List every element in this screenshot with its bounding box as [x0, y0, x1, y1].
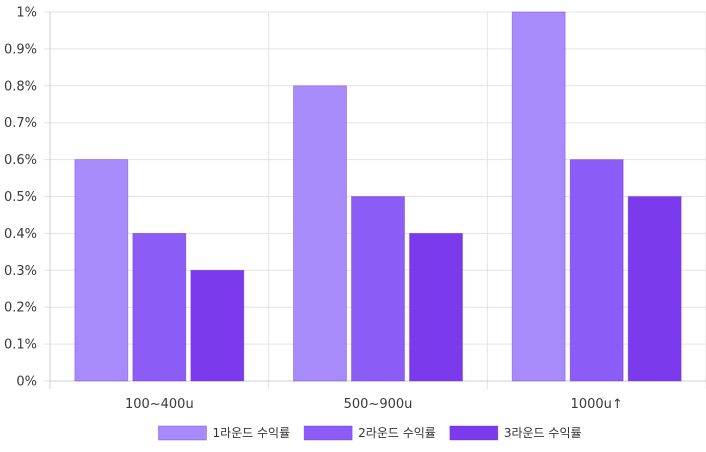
y-tick-label: 0.4% — [4, 227, 37, 242]
legend-label: 1라운드 수익률 — [212, 426, 290, 440]
bar — [569, 159, 624, 382]
bar — [74, 159, 129, 382]
bar — [293, 85, 347, 382]
y-axis: 0% 0.1% 0.2% 0.3% 0.4% 0.5% 0.6% 0.7% 0.8% 0.9% 1% — [4, 6, 37, 390]
bar — [132, 232, 187, 382]
bar — [190, 269, 245, 382]
bar — [409, 232, 463, 382]
legend-label: 3라운드 수익률 — [504, 426, 582, 440]
y-tick-label: 0.1% — [4, 338, 37, 353]
y-tick-label: 0.7% — [4, 116, 37, 131]
y-tick-label: 0.2% — [4, 301, 37, 316]
legend-swatch[interactable] — [303, 425, 353, 441]
x-tick-label: 1000u↑ — [571, 397, 623, 412]
legend: 1라운드 수익률 2라운드 수익률 3라운드 수익률 — [158, 425, 582, 441]
y-tick-label: 0.6% — [4, 153, 37, 168]
x-tick-label: 500~900u — [344, 397, 413, 412]
bar — [351, 196, 405, 382]
bar — [511, 11, 566, 382]
legend-swatch[interactable] — [449, 425, 499, 441]
y-tick-label: 0.9% — [4, 42, 37, 57]
legend-swatch[interactable] — [158, 425, 207, 441]
bar — [627, 196, 682, 382]
y-tick-label: 0% — [16, 375, 37, 390]
y-tick-label: 1% — [16, 6, 37, 21]
legend-label: 2라운드 수익률 — [358, 426, 436, 440]
y-tick-label: 0.3% — [4, 264, 37, 279]
bars — [74, 11, 682, 382]
x-axis: 100~400u 500~900u 1000u↑ — [50, 380, 706, 412]
y-tick-label: 0.5% — [4, 190, 37, 205]
x-tick-label: 100~400u — [125, 397, 194, 412]
y-tick-label: 0.8% — [4, 79, 37, 94]
